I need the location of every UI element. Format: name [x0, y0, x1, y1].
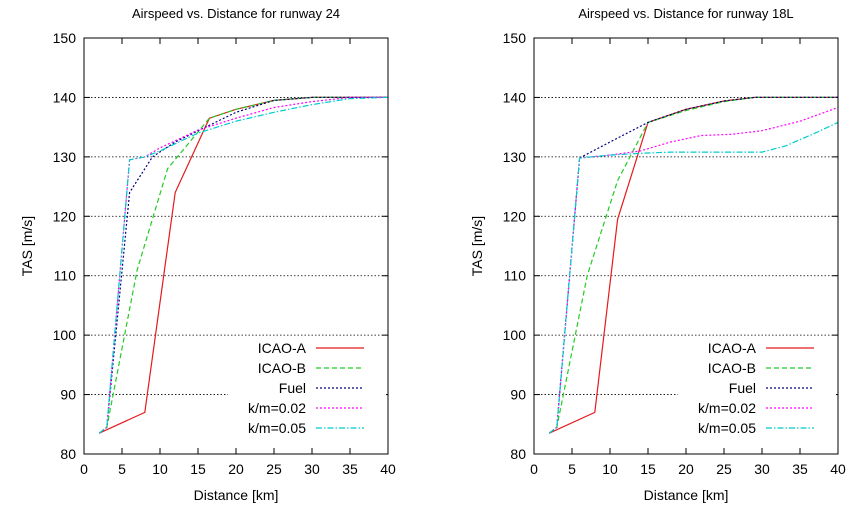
plot-frame — [83, 37, 389, 455]
x-tick-label: 15 — [190, 461, 206, 477]
x-tick-label: 10 — [152, 461, 168, 477]
legend-label: k/m=0.02 — [698, 400, 756, 416]
x-tick-label: 20 — [678, 461, 694, 477]
x-tick-label: 35 — [342, 461, 358, 477]
y-tick-label: 120 — [503, 208, 527, 224]
x-tick-label: 30 — [754, 461, 770, 477]
legend-label: k/m=0.02 — [248, 400, 306, 416]
legend-background — [678, 336, 836, 448]
x-tick-label: 35 — [792, 461, 808, 477]
y-tick-label: 150 — [53, 30, 77, 46]
y-tick-label: 140 — [53, 89, 77, 105]
y-tick-label: 90 — [510, 387, 526, 403]
y-tick-label: 140 — [503, 89, 527, 105]
legend-label: ICAO-A — [258, 340, 307, 356]
plot-frame — [533, 37, 839, 455]
chart-panel-1: Airspeed vs. Distance for runway 24 80 90 1… — [19, 6, 396, 503]
y-tick-label: 100 — [53, 327, 77, 343]
y-tick-label: 130 — [503, 149, 527, 165]
x-tick-label: 0 — [80, 461, 88, 477]
x-tick-label: 15 — [640, 461, 656, 477]
x-tick-label: 0 — [530, 461, 538, 477]
legend-background — [228, 336, 386, 448]
y-tick-label: 110 — [54, 268, 77, 284]
legend-label: k/m=0.05 — [698, 420, 756, 436]
x-axis-label: Distance [km] — [644, 487, 729, 503]
x-tick-label: 25 — [266, 461, 282, 477]
x-tick-label: 5 — [118, 461, 126, 477]
y-tick-label: 130 — [53, 149, 77, 165]
series-line-k/m=0.05 — [98, 96, 389, 434]
legend-label: ICAO-A — [708, 340, 757, 356]
y-tick-label: 100 — [503, 327, 527, 343]
series-line-k/m=0.05 — [548, 121, 839, 434]
x-axis-label: Distance [km] — [194, 487, 279, 503]
y-axis-label: TAS [m/s] — [19, 216, 35, 276]
x-tick-label: 10 — [602, 461, 618, 477]
legend-label: ICAO-B — [258, 360, 306, 376]
chart-panel-2: Airspeed vs. Distance for runway 18L 80 90… — [469, 6, 846, 503]
series-line-Fuel — [548, 96, 838, 434]
legend-label: k/m=0.05 — [248, 420, 306, 436]
legend-label: Fuel — [279, 380, 306, 396]
series-line-ICAO-B — [98, 96, 388, 434]
y-tick-label: 120 — [53, 208, 77, 224]
x-tick-label: 40 — [830, 461, 846, 477]
x-tick-label: 25 — [716, 461, 732, 477]
y-tick-label: 80 — [510, 446, 526, 462]
y-tick-label: 90 — [60, 387, 76, 403]
chart-title: Airspeed vs. Distance for runway 24 — [132, 6, 340, 21]
x-tick-label: 5 — [568, 461, 576, 477]
y-tick-label: 110 — [504, 268, 527, 284]
x-tick-label: 30 — [304, 461, 320, 477]
y-axis-label: TAS [m/s] — [469, 216, 485, 276]
y-tick-label: 150 — [503, 30, 527, 46]
legend-label: Fuel — [729, 380, 756, 396]
x-tick-label: 40 — [380, 461, 396, 477]
y-tick-label: 80 — [60, 446, 76, 462]
series-line-Fuel — [98, 96, 388, 434]
legend-label: ICAO-B — [708, 360, 756, 376]
x-tick-label: 20 — [228, 461, 244, 477]
chart-title: Airspeed vs. Distance for runway 18L — [578, 6, 793, 21]
